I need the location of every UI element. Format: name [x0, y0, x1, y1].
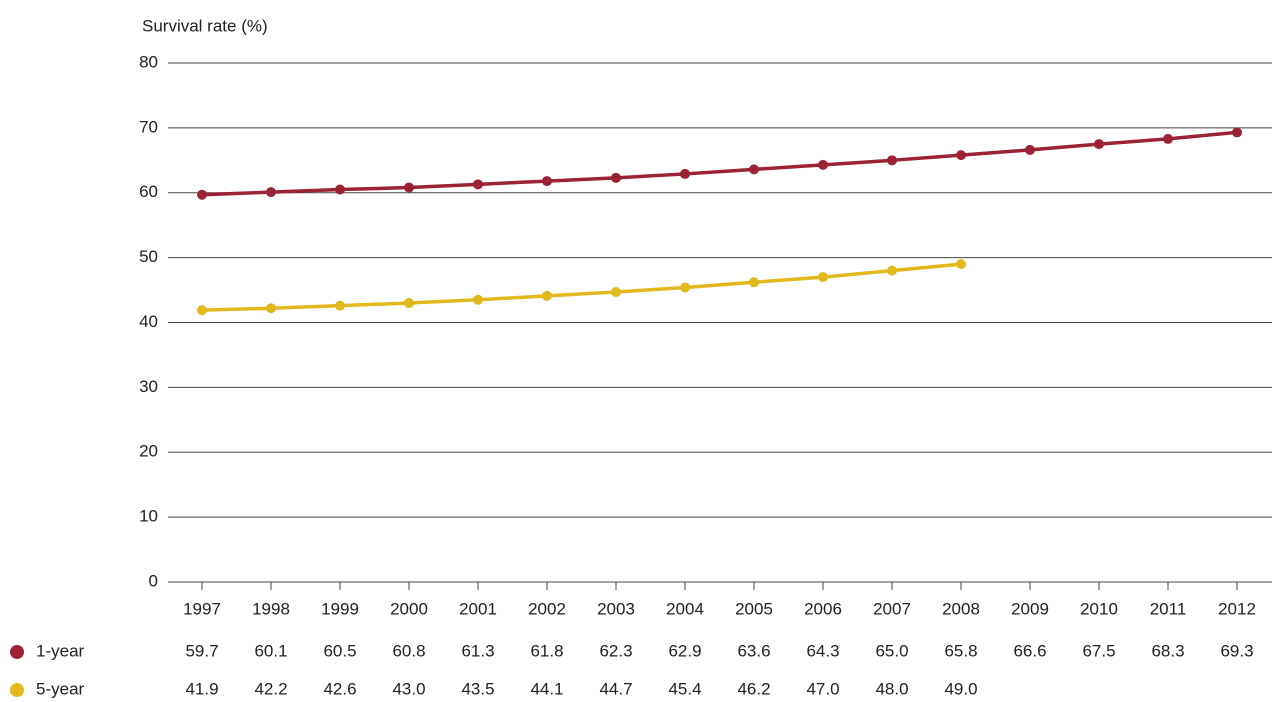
- x-tick-label: 2003: [597, 599, 635, 618]
- legend-label: 5-year: [36, 679, 85, 698]
- data-point: [749, 164, 759, 175]
- data-point: [473, 294, 483, 305]
- data-point: [611, 287, 621, 298]
- table-value: 48.0: [875, 679, 908, 698]
- y-tick-label: 30: [139, 377, 158, 396]
- series-line: [201, 262, 962, 312]
- x-tick-label: 2000: [390, 599, 428, 618]
- data-point: [197, 305, 207, 316]
- table-value: 61.3: [461, 641, 494, 660]
- y-tick-label: 60: [139, 182, 158, 201]
- x-tick-label: 2011: [1150, 599, 1187, 618]
- data-point: [335, 300, 345, 311]
- data-point: [1232, 127, 1242, 138]
- data-point: [1163, 133, 1173, 144]
- data-point: [818, 272, 828, 283]
- legend-marker: [10, 645, 24, 659]
- y-tick-label: 0: [149, 571, 158, 590]
- data-point: [266, 303, 276, 314]
- x-tick-label: 1997: [183, 599, 221, 618]
- data-point: [1094, 139, 1104, 150]
- table-value: 69.3: [1220, 641, 1253, 660]
- table-value: 61.8: [530, 641, 563, 660]
- data-point: [887, 155, 897, 166]
- y-tick-label: 20: [139, 442, 158, 461]
- data-point: [887, 265, 897, 276]
- table-value: 44.1: [530, 679, 563, 698]
- table-value: 65.8: [944, 641, 977, 660]
- table-value: 65.0: [875, 641, 908, 660]
- table-value: 67.5: [1082, 641, 1115, 660]
- y-tick-label: 70: [139, 117, 158, 136]
- x-tick-label: 2007: [873, 599, 911, 618]
- data-point: [266, 187, 276, 198]
- table-value: 42.2: [254, 679, 287, 698]
- table-value: 64.3: [806, 641, 839, 660]
- legend-marker: [10, 683, 24, 697]
- data-point: [749, 277, 759, 288]
- table-value: 59.7: [185, 641, 218, 660]
- x-tick-label: 1998: [252, 599, 290, 618]
- data-point: [473, 179, 483, 190]
- legend-label: 1-year: [36, 641, 85, 660]
- y-tick-label: 40: [139, 312, 158, 331]
- x-tick-label: 2010: [1080, 599, 1118, 618]
- data-point: [611, 172, 621, 183]
- y-tick-label: 50: [139, 247, 158, 266]
- data-point: [680, 168, 690, 179]
- table-value: 45.4: [668, 679, 701, 698]
- table-value: 41.9: [185, 679, 218, 698]
- table-value: 44.7: [599, 679, 632, 698]
- data-point: [335, 184, 345, 195]
- table-value: 43.0: [392, 679, 425, 698]
- data-point: [542, 290, 552, 301]
- data-point: [956, 259, 966, 270]
- x-tick-label: 2009: [1011, 599, 1049, 618]
- x-tick-label: 2008: [942, 599, 980, 618]
- table-value: 42.6: [323, 679, 356, 698]
- x-tick-label: 2006: [804, 599, 842, 618]
- table-value: 62.9: [668, 641, 701, 660]
- x-tick-label: 2004: [666, 599, 704, 618]
- data-point: [1025, 144, 1035, 155]
- data-point: [404, 182, 414, 193]
- y-tick-label: 10: [139, 507, 158, 526]
- data-point: [956, 150, 966, 161]
- y-tick-label: 80: [139, 52, 158, 71]
- data-point: [404, 298, 414, 309]
- x-tick-label: 2002: [528, 599, 566, 618]
- series-line: [201, 130, 1238, 197]
- table-value: 66.6: [1013, 641, 1046, 660]
- x-tick-label: 2001: [459, 599, 497, 618]
- data-point: [680, 282, 690, 293]
- y-axis-label: Survival rate (%): [142, 16, 268, 35]
- table-value: 60.8: [392, 641, 425, 660]
- x-tick-label: 2005: [735, 599, 773, 618]
- x-tick-label: 2012: [1218, 599, 1256, 618]
- table-value: 68.3: [1151, 641, 1184, 660]
- table-value: 60.5: [323, 641, 356, 660]
- data-point: [197, 189, 207, 200]
- data-point: [818, 159, 828, 170]
- data-point: [542, 176, 552, 187]
- x-tick-label: 1999: [321, 599, 359, 618]
- table-value: 46.2: [737, 679, 770, 698]
- table-value: 47.0: [806, 679, 839, 698]
- table-value: 63.6: [737, 641, 770, 660]
- table-value: 62.3: [599, 641, 632, 660]
- table-value: 49.0: [944, 679, 977, 698]
- table-value: 43.5: [461, 679, 494, 698]
- table-value: 60.1: [254, 641, 287, 660]
